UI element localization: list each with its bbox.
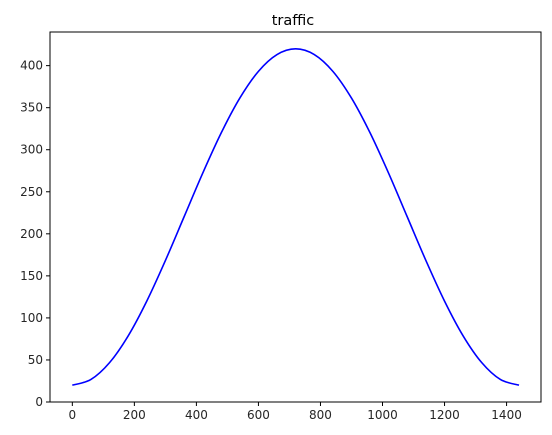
x-tick-label: 0 xyxy=(69,408,77,422)
y-tick-label: 300 xyxy=(20,143,43,157)
plot-frame xyxy=(49,31,542,403)
x-tick-label: 1400 xyxy=(491,408,522,422)
y-tick-label: 250 xyxy=(20,185,43,199)
series-line xyxy=(72,48,520,386)
x-tick-label: 1000 xyxy=(367,408,398,422)
y-tick-label: 0 xyxy=(35,395,43,409)
axis-ticks: 0 200 400 600 800 1000 1200 1400 0 50 100 150 200 250… xyxy=(20,59,522,422)
x-tick-label: 600 xyxy=(247,408,270,422)
series-group xyxy=(72,48,520,386)
y-tick-label: 150 xyxy=(20,269,43,283)
chart-title: traffic xyxy=(272,13,315,29)
x-tick-label: 400 xyxy=(185,408,208,422)
x-tick-label: 1200 xyxy=(429,408,460,422)
y-tick-label: 100 xyxy=(20,311,43,325)
y-tick-label: 50 xyxy=(28,353,43,367)
y-tick-label: 200 xyxy=(20,227,43,241)
y-tick-label: 350 xyxy=(20,101,43,115)
x-tick-label: 200 xyxy=(123,408,146,422)
plot-area xyxy=(50,32,541,402)
y-tick-label: 400 xyxy=(20,59,43,73)
x-tick-label: 800 xyxy=(309,408,332,422)
